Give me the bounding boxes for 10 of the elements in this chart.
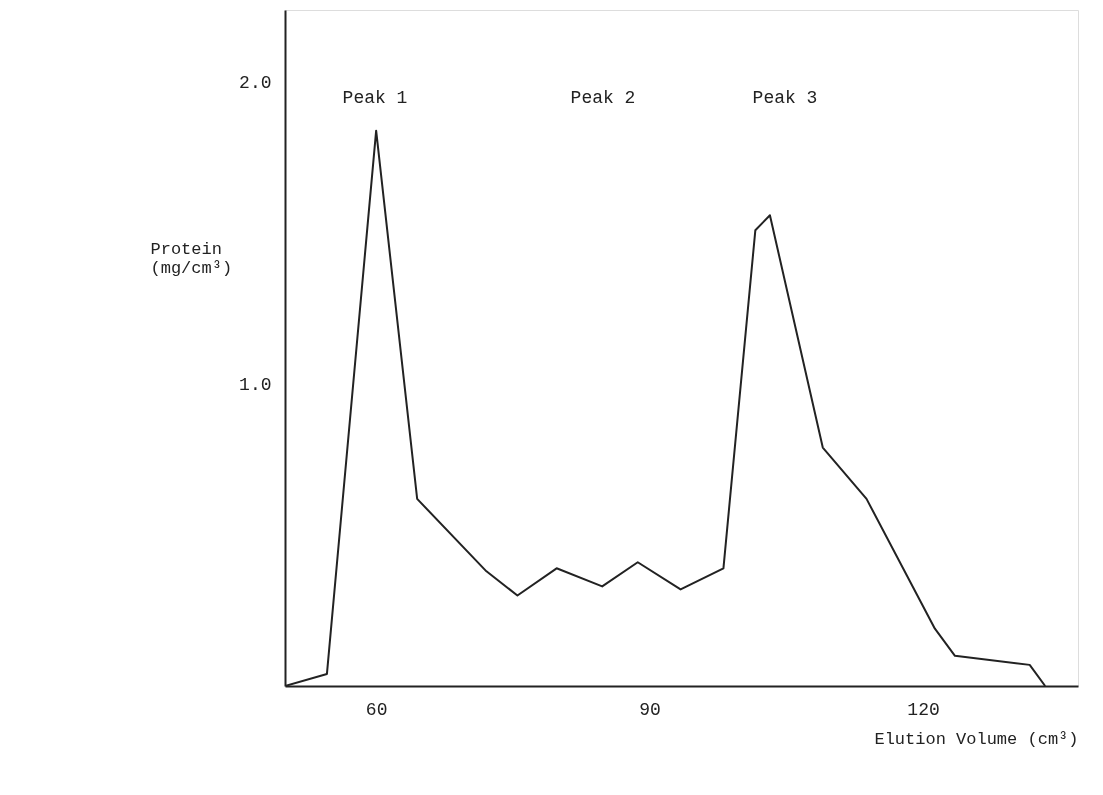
x-tick-label: 90 — [639, 699, 661, 720]
annotation: Peak 1 — [342, 88, 408, 108]
annotation: Peak 3 — [752, 88, 818, 108]
y-tick-label: 2.0 — [239, 72, 272, 93]
x-tick-label: 60 — [365, 699, 388, 720]
y-axis-title: Protein (mg/cm³) — [150, 239, 233, 278]
x-tick-label: 120 — [907, 699, 940, 720]
x-axis-title: Elution Volume (cm³) — [874, 729, 1079, 749]
y-tick-label: 1.0 — [239, 374, 272, 395]
annotation: Peak 2 — [570, 88, 636, 108]
